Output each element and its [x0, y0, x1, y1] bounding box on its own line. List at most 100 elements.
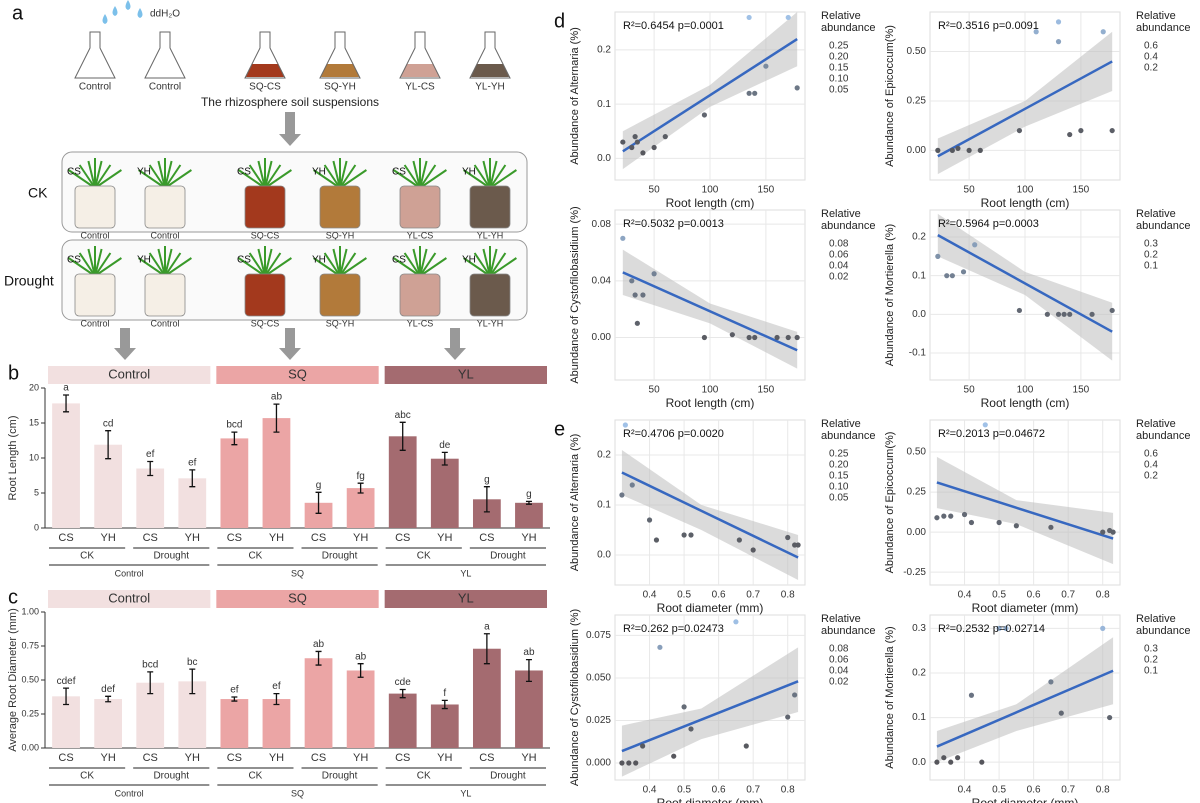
- leaf: [339, 169, 367, 189]
- pot: [469, 185, 511, 229]
- x-tick-label: YH: [521, 532, 536, 544]
- leaf: [238, 257, 266, 277]
- significance-letter: ab: [355, 651, 367, 662]
- x-axis-label: Root length (cm): [981, 396, 1070, 410]
- leaf: [164, 160, 173, 189]
- pot-label: SQ-CS: [251, 318, 280, 328]
- leaf: [323, 252, 341, 277]
- significance-letter: cdef: [57, 676, 76, 687]
- group-strip-label: Control: [108, 590, 150, 605]
- x-tick-label: YH: [269, 752, 284, 764]
- x-tick-label: CS: [479, 752, 494, 764]
- subgroup-label: CK: [417, 551, 431, 562]
- legend-entry: 0.05: [829, 493, 849, 504]
- error-bar: [525, 658, 532, 683]
- x-tick-label: 0.4: [643, 785, 657, 796]
- x-tick-label: CS: [58, 532, 73, 544]
- y-tick-label: -0.1: [909, 348, 927, 359]
- error-bar: [483, 486, 490, 513]
- x-tick-label: YH: [185, 532, 200, 544]
- pot: [144, 273, 186, 317]
- y-tick-label: 0.1: [597, 99, 611, 110]
- pot: [74, 185, 116, 229]
- point: [785, 334, 791, 341]
- group-label: SQ: [291, 788, 304, 798]
- group-strip-label: SQ: [288, 590, 307, 605]
- x-tick-label: YH: [353, 752, 368, 764]
- point: [743, 743, 749, 749]
- x-tick-label: 0.8: [781, 785, 795, 796]
- pot: [399, 273, 441, 317]
- legend-entry: 0.3: [1144, 644, 1158, 655]
- x-tick-label: CS: [227, 532, 242, 544]
- group-strip: [48, 366, 211, 384]
- flask-label: SQ-CS: [249, 82, 281, 93]
- group-label: Control: [115, 568, 144, 578]
- leaf: [78, 252, 96, 277]
- panel-label: c: [8, 586, 18, 608]
- point: [1055, 39, 1062, 45]
- point: [651, 144, 657, 151]
- row-box: [61, 151, 528, 233]
- point: [746, 334, 752, 341]
- leaf: [393, 257, 421, 277]
- bar: [515, 502, 543, 528]
- y-axis-label: Abundance of Cystofilobasidium (%): [569, 609, 581, 786]
- leaf: [419, 164, 437, 189]
- subgroup-label: Drought: [153, 551, 189, 562]
- x-tick-label: CS: [58, 752, 73, 764]
- leaf: [157, 248, 166, 277]
- x-tick-label: YH: [353, 532, 368, 544]
- leaf: [257, 248, 266, 277]
- x-tick-label: 0.8: [1096, 785, 1110, 796]
- x-tick-label: YH: [100, 752, 115, 764]
- leaf: [164, 252, 182, 277]
- significance-letter: ef: [230, 685, 239, 696]
- y-tick-label: 15: [29, 417, 39, 427]
- leaf: [323, 164, 341, 189]
- y-tick-label: 0.025: [586, 715, 611, 726]
- x-tick-label: 0.7: [746, 785, 760, 796]
- point: [640, 292, 646, 298]
- y-tick-label: 0.25: [907, 96, 927, 107]
- x-tick-label: 0.4: [643, 590, 657, 601]
- legend-entry: 0.25: [829, 449, 849, 460]
- pot-label: YL-CS: [407, 230, 434, 240]
- pot-label: SQ-YH: [326, 318, 355, 328]
- fit-line: [937, 234, 1113, 333]
- point: [1016, 127, 1023, 134]
- point: [979, 759, 985, 765]
- point: [1078, 127, 1084, 134]
- bar: [346, 488, 375, 528]
- legend-entry: 0.4: [1144, 460, 1158, 471]
- x-tick-label: CS: [143, 752, 158, 764]
- x-tick-label: 0.5: [677, 590, 691, 601]
- leaf: [403, 164, 421, 189]
- point: [1033, 29, 1039, 35]
- x-tick-label: YH: [437, 532, 452, 544]
- leaf: [264, 252, 282, 277]
- x-tick-label: YH: [521, 752, 536, 764]
- leaf: [257, 160, 266, 189]
- leaf: [68, 257, 96, 277]
- pot-label: Control: [80, 230, 109, 240]
- x-tick-label: 0.6: [712, 590, 726, 601]
- pot: [319, 273, 361, 317]
- pot: [244, 185, 286, 229]
- fit-line: [936, 481, 1114, 540]
- y-tick-label: 1.00: [21, 606, 39, 616]
- x-tick-label: 0.8: [781, 590, 795, 601]
- point: [1044, 311, 1050, 317]
- leaf: [313, 169, 341, 189]
- point: [633, 760, 639, 766]
- y-tick-label: 20: [29, 382, 39, 392]
- group-strip-label: YL: [458, 366, 474, 381]
- legend-title: Relative abundance: [1136, 10, 1191, 34]
- leaf: [264, 169, 292, 189]
- flask: [74, 31, 116, 79]
- x-axis-label: Root diameter (mm): [657, 601, 764, 615]
- variety-label: YH: [312, 255, 326, 266]
- flask-label: SQ-YH: [324, 82, 356, 93]
- leaf: [339, 257, 367, 277]
